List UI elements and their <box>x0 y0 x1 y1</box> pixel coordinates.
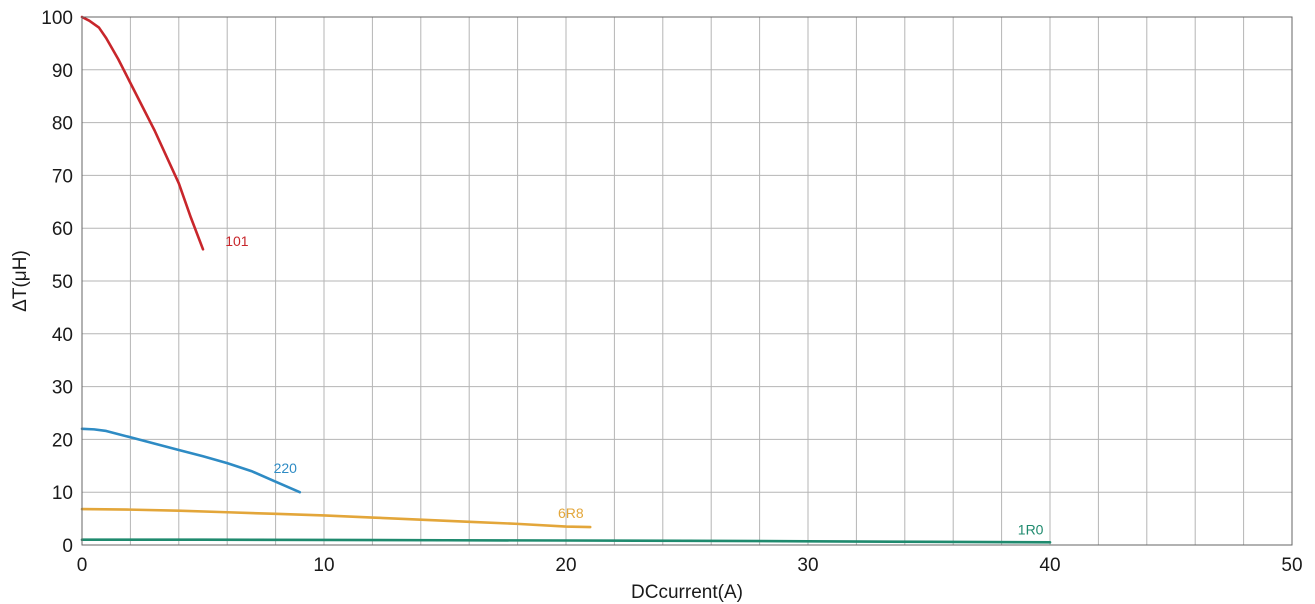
x-tick-label: 40 <box>1039 555 1060 576</box>
x-axis-title: DCcurrent(A) <box>631 582 743 603</box>
y-tick-label: 70 <box>52 166 73 187</box>
y-tick-label: 60 <box>52 219 73 240</box>
grid <box>82 17 1292 545</box>
y-tick-label: 50 <box>52 272 73 293</box>
series-label-6R8: 6R8 <box>558 505 584 521</box>
x-tick-label: 10 <box>313 555 334 576</box>
y-tick-label: 10 <box>52 483 73 504</box>
y-tick-label: 0 <box>62 536 73 557</box>
x-tick-label: 20 <box>555 555 576 576</box>
series-label-220: 220 <box>274 460 298 476</box>
y-axis-title: ΔT(μH) <box>10 250 31 312</box>
y-tick-label: 30 <box>52 378 73 399</box>
series-line-6R8 <box>80 507 592 529</box>
series-line-1R0 <box>80 538 1052 544</box>
y-tick-label: 100 <box>41 8 73 29</box>
series-labels: 101 220 6R8 1R0 <box>225 233 1043 538</box>
y-tick-label: 90 <box>52 61 73 82</box>
plot-frame <box>81 16 1293 546</box>
x-tick-label: 0 <box>77 555 88 576</box>
y-tick-label: 40 <box>52 325 73 346</box>
series-label-101: 101 <box>225 233 249 249</box>
y-tick-label: 80 <box>52 114 73 135</box>
x-axis-ticks: 0 10 20 30 40 50 <box>77 555 1303 576</box>
x-tick-label: 50 <box>1281 555 1302 576</box>
x-tick-label: 30 <box>797 555 818 576</box>
series-label-1R0: 1R0 <box>1018 522 1044 538</box>
series-lines <box>80 15 1052 544</box>
series-line-220 <box>80 427 302 494</box>
y-axis-ticks: 0 10 20 30 40 50 60 70 80 90 100 <box>41 8 73 557</box>
y-tick-label: 20 <box>52 430 73 451</box>
series-line-101 <box>80 15 205 251</box>
